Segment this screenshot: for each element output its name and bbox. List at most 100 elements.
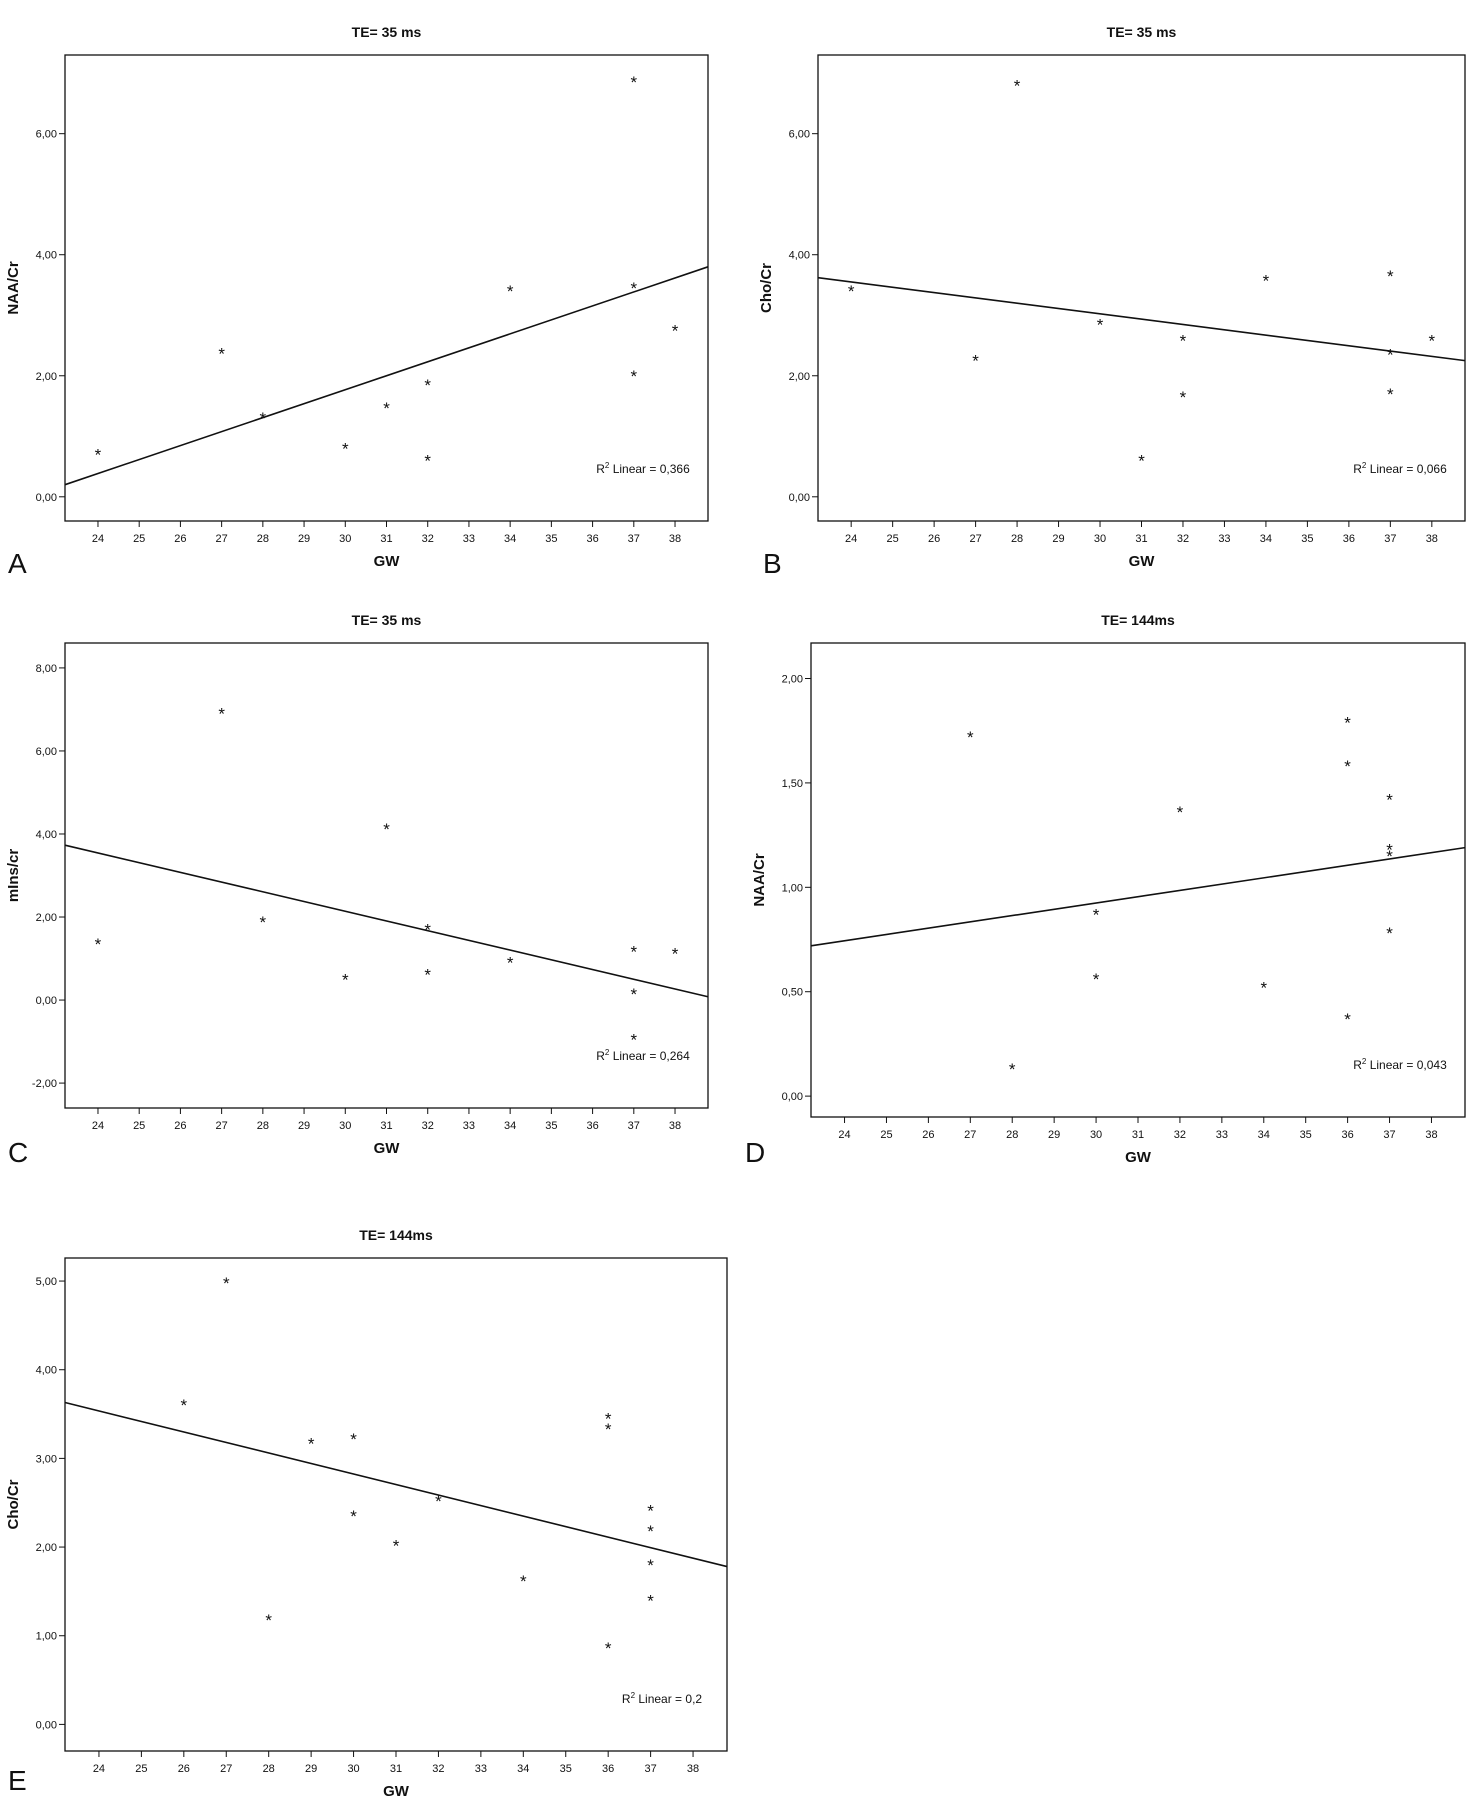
x-axis-label: GW	[383, 1783, 410, 1800]
y-axis-label: mIns/cr	[5, 849, 22, 903]
chart-title: TE= 35 ms	[352, 612, 422, 628]
x-tick-label: 35	[560, 1763, 572, 1775]
x-tick-label: 27	[216, 1120, 228, 1132]
x-tick-label: 32	[422, 1120, 434, 1132]
data-point: *	[1386, 847, 1393, 866]
y-tick-label: 0,00	[789, 492, 810, 504]
y-tick-label: 0,00	[36, 995, 57, 1007]
y-tick-label: 1,00	[36, 1631, 57, 1643]
x-tick-label: 37	[644, 1763, 656, 1775]
data-point: *	[424, 451, 431, 470]
x-tick-label: 37	[628, 1120, 640, 1132]
data-point: *	[95, 935, 102, 954]
x-tick-label: 28	[1011, 533, 1023, 545]
x-tick-label: 37	[1384, 533, 1396, 545]
y-tick-label: 4,00	[36, 250, 57, 262]
data-point: *	[967, 728, 974, 747]
data-point: *	[435, 1492, 442, 1511]
x-tick-label: 31	[390, 1763, 402, 1775]
plot-frame	[64, 642, 709, 1109]
y-tick-label: 6,00	[36, 129, 57, 141]
chart-panel-d: TE= 144ms D 24 25 26 27 28 29 30 31 32 33 34 35 36 37 38…	[745, 612, 1466, 1168]
x-tick-label: 35	[1300, 1129, 1312, 1141]
y-axis-label: NAA/Cr	[751, 853, 768, 906]
chart-panel-e: TE= 144ms E 24 25 26 27 28 29 30 31 32 33 34 35 36 37 38…	[5, 1227, 728, 1800]
y-tick-label: 6,00	[789, 129, 810, 141]
x-tick-label: 25	[887, 533, 899, 545]
y-tick-label: 4,00	[789, 250, 810, 262]
data-point: *	[1138, 451, 1145, 470]
x-tick-label: 29	[298, 1120, 310, 1132]
x-tick-label: 31	[1132, 1129, 1144, 1141]
data-point: *	[218, 705, 225, 724]
data-point: *	[260, 409, 267, 428]
data-point: *	[647, 1502, 654, 1521]
x-tick-label: 32	[422, 533, 434, 545]
x-tick-label: 25	[133, 1120, 145, 1132]
data-point: *	[1387, 385, 1394, 404]
data-point: *	[1097, 315, 1104, 334]
y-tick-label: 5,00	[36, 1276, 57, 1288]
panel-label: A	[8, 548, 27, 579]
x-tick-label: 34	[1258, 1129, 1270, 1141]
data-point: *	[350, 1507, 357, 1526]
x-tick-label: 24	[93, 1763, 105, 1775]
data-point: *	[383, 399, 390, 418]
data-point: *	[520, 1572, 527, 1591]
x-tick-label: 30	[339, 1120, 351, 1132]
y-tick-label: 8,00	[36, 663, 57, 675]
panel-label: B	[763, 548, 782, 579]
data-point: *	[507, 282, 514, 301]
x-tick-label: 24	[845, 533, 857, 545]
x-tick-label: 30	[1090, 1129, 1102, 1141]
regression-line	[64, 1401, 728, 1568]
data-point: *	[672, 945, 679, 964]
x-axis-label: GW	[374, 1140, 401, 1157]
panel-label: E	[8, 1765, 27, 1796]
chart-title: TE= 144ms	[359, 1227, 433, 1243]
data-point: *	[1386, 924, 1393, 943]
data-point: *	[605, 1420, 612, 1439]
plot-frame	[64, 1257, 728, 1752]
data-point: *	[393, 1536, 400, 1555]
x-tick-label: 27	[220, 1763, 232, 1775]
x-tick-label: 26	[928, 533, 940, 545]
data-point: *	[1387, 346, 1394, 365]
x-tick-label: 27	[216, 533, 228, 545]
data-point: *	[223, 1274, 230, 1293]
x-tick-label: 37	[628, 533, 640, 545]
chart-panel-b: TE= 35 ms B 24 25 26 27 28 29 30 31 32 33 34 35 36 37 38…	[758, 24, 1466, 579]
x-tick-label: 34	[504, 1120, 516, 1132]
x-tick-label: 35	[545, 533, 557, 545]
x-tick-label: 29	[1052, 533, 1064, 545]
y-tick-label: 2,00	[36, 912, 57, 924]
data-point: *	[342, 970, 349, 989]
x-tick-label: 27	[969, 533, 981, 545]
data-point: *	[605, 1639, 612, 1658]
chart-panel-a: TE= 35 ms A 24 25 26 27 28 29 30 31 32 33 34 35 36 37 38…	[5, 24, 709, 579]
data-point: *	[647, 1522, 654, 1541]
x-axis-label: GW	[1129, 553, 1156, 570]
y-tick-label: 3,00	[36, 1453, 57, 1465]
x-tick-label: 34	[517, 1763, 529, 1775]
x-tick-label: 24	[92, 1120, 104, 1132]
data-point: *	[630, 367, 637, 386]
data-point: *	[848, 282, 855, 301]
x-tick-label: 36	[586, 1120, 598, 1132]
x-tick-label: 28	[1006, 1129, 1018, 1141]
x-tick-label: 38	[687, 1763, 699, 1775]
x-tick-label: 24	[92, 533, 104, 545]
x-tick-label: 36	[602, 1763, 614, 1775]
data-point: *	[424, 920, 431, 939]
x-tick-label: 35	[1301, 533, 1313, 545]
data-point: *	[1386, 841, 1393, 860]
data-point: *	[218, 344, 225, 363]
x-tick-label: 25	[133, 533, 145, 545]
x-tick-label: 30	[1094, 533, 1106, 545]
y-tick-label: -2,00	[32, 1078, 57, 1090]
data-point: *	[1344, 757, 1351, 776]
x-tick-label: 33	[463, 533, 475, 545]
regression-line	[810, 846, 1466, 947]
data-point: *	[383, 820, 390, 839]
